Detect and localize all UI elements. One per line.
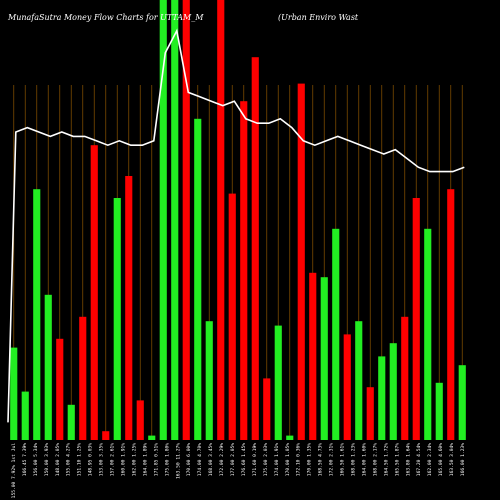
x-tick-label: 166.00 1.23% [460,443,466,476]
bar-up [435,382,443,440]
x-tick-label: 148.00 2.05% [55,443,61,476]
bar-up [148,435,156,440]
bar-up [378,356,386,440]
x-tick-labels: 155.00 7.92% 1st Jul 166.45 7.39% 156.00 5… [11,443,466,499]
bar-down [56,338,64,440]
bar-up [67,404,75,440]
bar-down [263,378,271,440]
bar-up [332,228,340,440]
money-flow-line [7,28,465,423]
x-tick-label: 153.00 3.35% [99,443,105,476]
x-tick-label: 151.10 1.25% [77,443,83,476]
bar-up [159,0,167,440]
bar-up [33,189,41,440]
bar-down [102,431,110,440]
bar-up [424,228,432,440]
x-tick-label: 163.80 1.64% [405,443,411,476]
x-tick-label: 156.00 5.34% [33,443,39,476]
x-tick-label: 164.00 1.60% [362,443,368,476]
bar-down [412,198,420,440]
x-tick-label: 163.50 3.04% [449,443,455,476]
x-tick-label: 163.50 11.27% [175,443,181,479]
x-tick-label: 171.85 0.51% [153,443,159,476]
x-tick-label: 175.00 2.03% [263,443,269,476]
bar-down [90,145,98,440]
x-tick-label: 150.00 3.93% [44,443,50,476]
bars [10,0,466,441]
x-tick-label: 170.00 1.35% [307,443,313,476]
x-tick-label: 166.50 1.61% [340,443,346,476]
bar-up [171,0,179,440]
x-tick-label: 172.10 0.36% [296,443,302,476]
bar-down [343,334,351,440]
x-tick-label: 170.00 1.05% [285,443,291,476]
bar-up [355,321,363,440]
bar-down [447,189,455,440]
x-tick-label: 162.00 1.25% [132,443,138,476]
x-tick-label: 166.45 7.39% [22,443,28,476]
x-tick-label: 168.00 3.45% [208,443,214,476]
bar-down [182,0,190,440]
bar-down [401,316,409,440]
bar-up [21,391,29,440]
x-tick-label: 176.60 1.45% [241,443,247,476]
bar-down [366,387,374,440]
bar-up [194,118,202,441]
bar-down [79,316,87,440]
chart-title: MunafaSutra Money Flow Charts for UTTAM_… [7,13,204,22]
x-tick-label: 160.00 1.91% [121,443,127,476]
bar-down [240,101,248,440]
x-tick-label: 170.00 6.00% [186,443,192,476]
x-tick-label: 164.50 1.72% [383,443,389,476]
x-tick-label: 177.00 2.05% [230,443,236,476]
x-tick-label: 175.00 1.80% [164,443,170,476]
chart-subtitle: (Urban Enviro Wast [278,13,359,22]
bar-down [251,57,259,440]
x-tick-label: 174.00 4.70% [197,443,203,476]
bar-up [458,365,466,440]
x-tick-label: 155.00 4.27% [66,443,72,476]
x-tick-label: 165.50 1.87% [394,443,400,476]
bar-down [309,272,317,440]
bar-up [320,277,328,440]
x-tick-label: 157.00 2.61% [110,443,116,476]
bar-up [44,294,52,440]
bar-down [125,176,133,440]
x-tick-label: 168.50 4.73% [318,443,324,476]
bar-up [113,198,121,440]
bar-down [228,193,236,440]
x-tick-label: 174.00 1.91% [274,443,280,476]
x-tick-label: 155.00 7.92% 1st Jul [11,443,17,499]
x-tick-label: 172.00 2.29% [219,443,225,476]
bar-up [10,347,18,440]
x-tick-label: 164.00 1.89% [142,443,148,476]
x-tick-label: 167.20 4.54% [416,443,422,476]
bar-down [136,400,144,440]
bar-up [274,325,282,440]
x-tick-label: 171.60 0.19% [252,443,258,476]
bar-up [286,435,294,440]
bar-down [217,0,225,440]
bar-down [297,83,305,440]
x-tick-label: 162.00 2.34% [427,443,433,476]
x-tick-label: 168.00 2.17% [372,443,378,476]
x-tick-label: 172.00 2.31% [329,443,335,476]
x-tick-label: 165.00 4.60% [438,443,444,476]
x-tick-label: 168.00 1.23% [351,443,357,476]
bar-up [205,321,213,440]
x-tick-label: 148.95 0.03% [88,443,94,476]
bar-up [389,343,397,440]
